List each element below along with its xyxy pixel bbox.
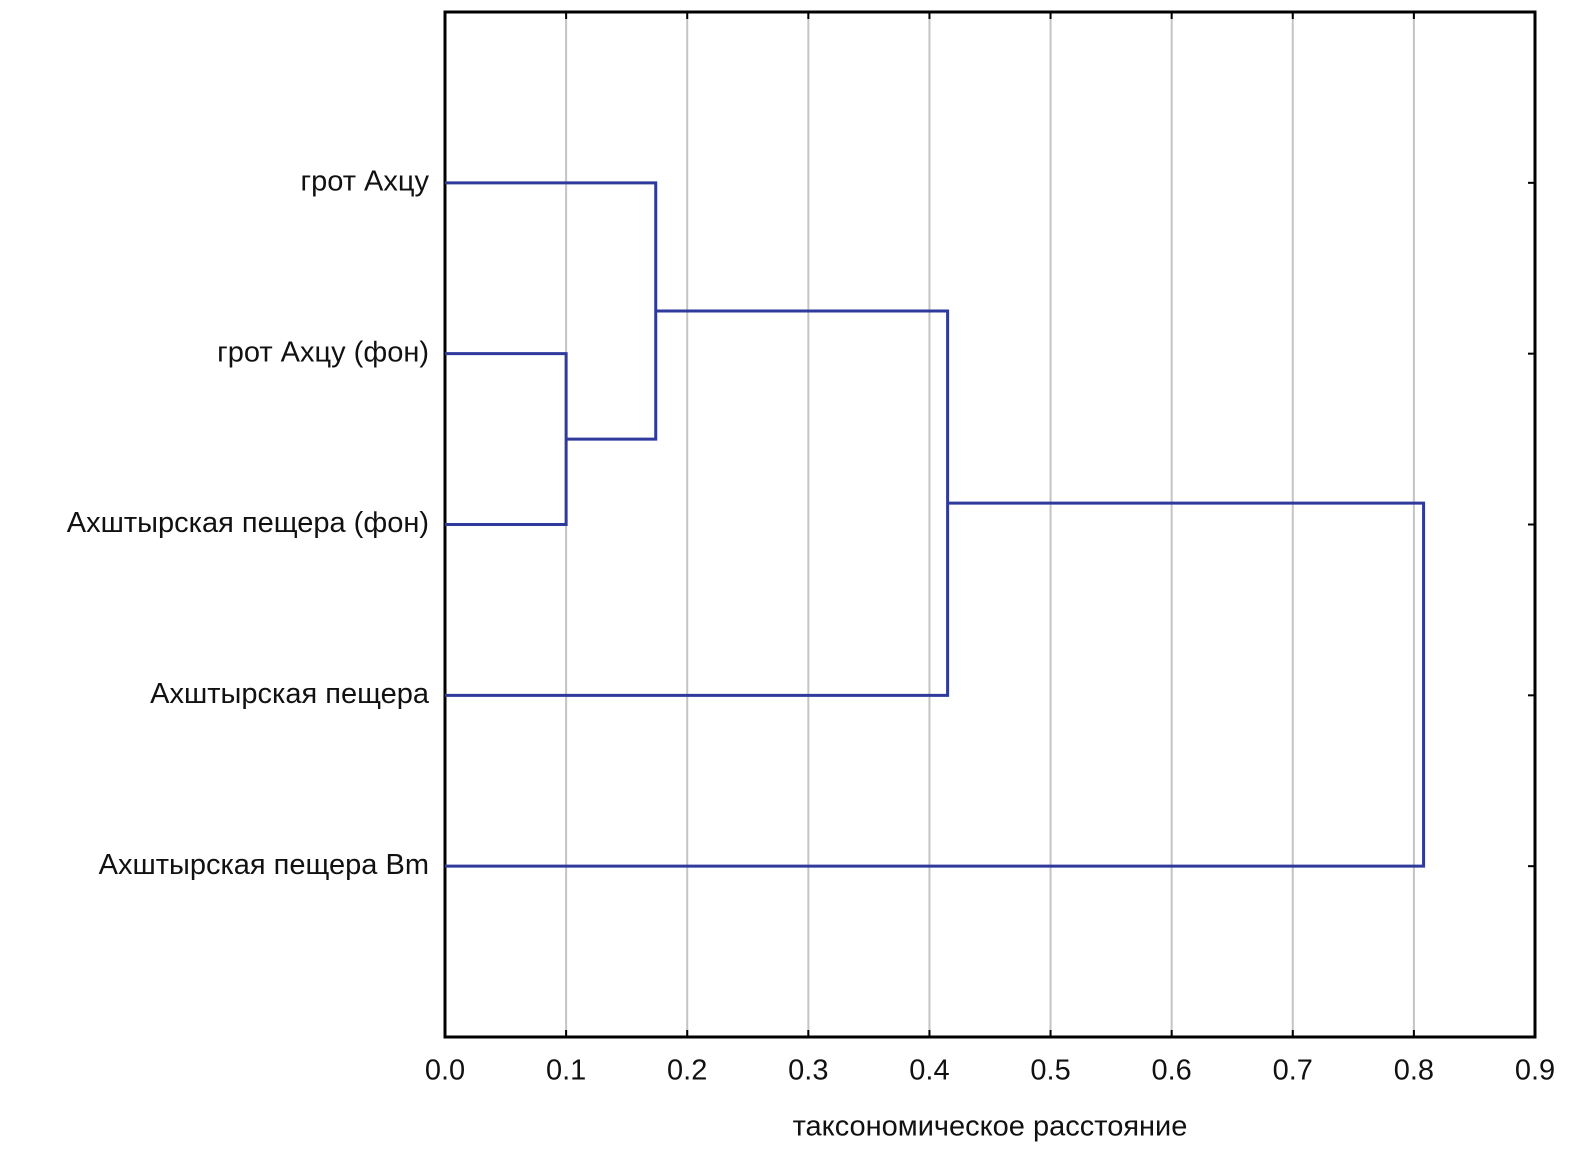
x-tick-label: 0.1 xyxy=(546,1055,586,1087)
x-tick-label: 0.2 xyxy=(667,1055,707,1087)
x-tick-label: 0.5 xyxy=(1030,1055,1070,1087)
leaf-label: Ахштырская пещера xyxy=(150,678,430,710)
leaf-label: Ахштырская пещера Bm xyxy=(99,849,429,881)
x-tick-label: 0.0 xyxy=(425,1055,465,1087)
x-tick-label: 0.6 xyxy=(1152,1055,1192,1087)
dendrogram-link xyxy=(445,181,658,441)
x-tick-label: 0.7 xyxy=(1273,1055,1313,1087)
x-tick-label: 0.4 xyxy=(909,1055,949,1087)
leaf-label: грот Ахцу (фон) xyxy=(217,336,429,368)
leaf-label: грот Ахцу xyxy=(301,165,430,197)
dendrogram-link xyxy=(445,352,568,526)
x-tick-label: 0.3 xyxy=(788,1055,828,1087)
dendrogram-link xyxy=(445,309,950,697)
x-tick-label: 0.8 xyxy=(1394,1055,1434,1087)
dendrogram-link xyxy=(445,501,1426,868)
x-axis-label: таксономическое расстояние xyxy=(793,1111,1188,1143)
plot-frame xyxy=(443,10,1537,1039)
leaf-label: Ахштырская пещера (фон) xyxy=(67,507,429,539)
x-tick-label: 0.9 xyxy=(1515,1055,1555,1087)
